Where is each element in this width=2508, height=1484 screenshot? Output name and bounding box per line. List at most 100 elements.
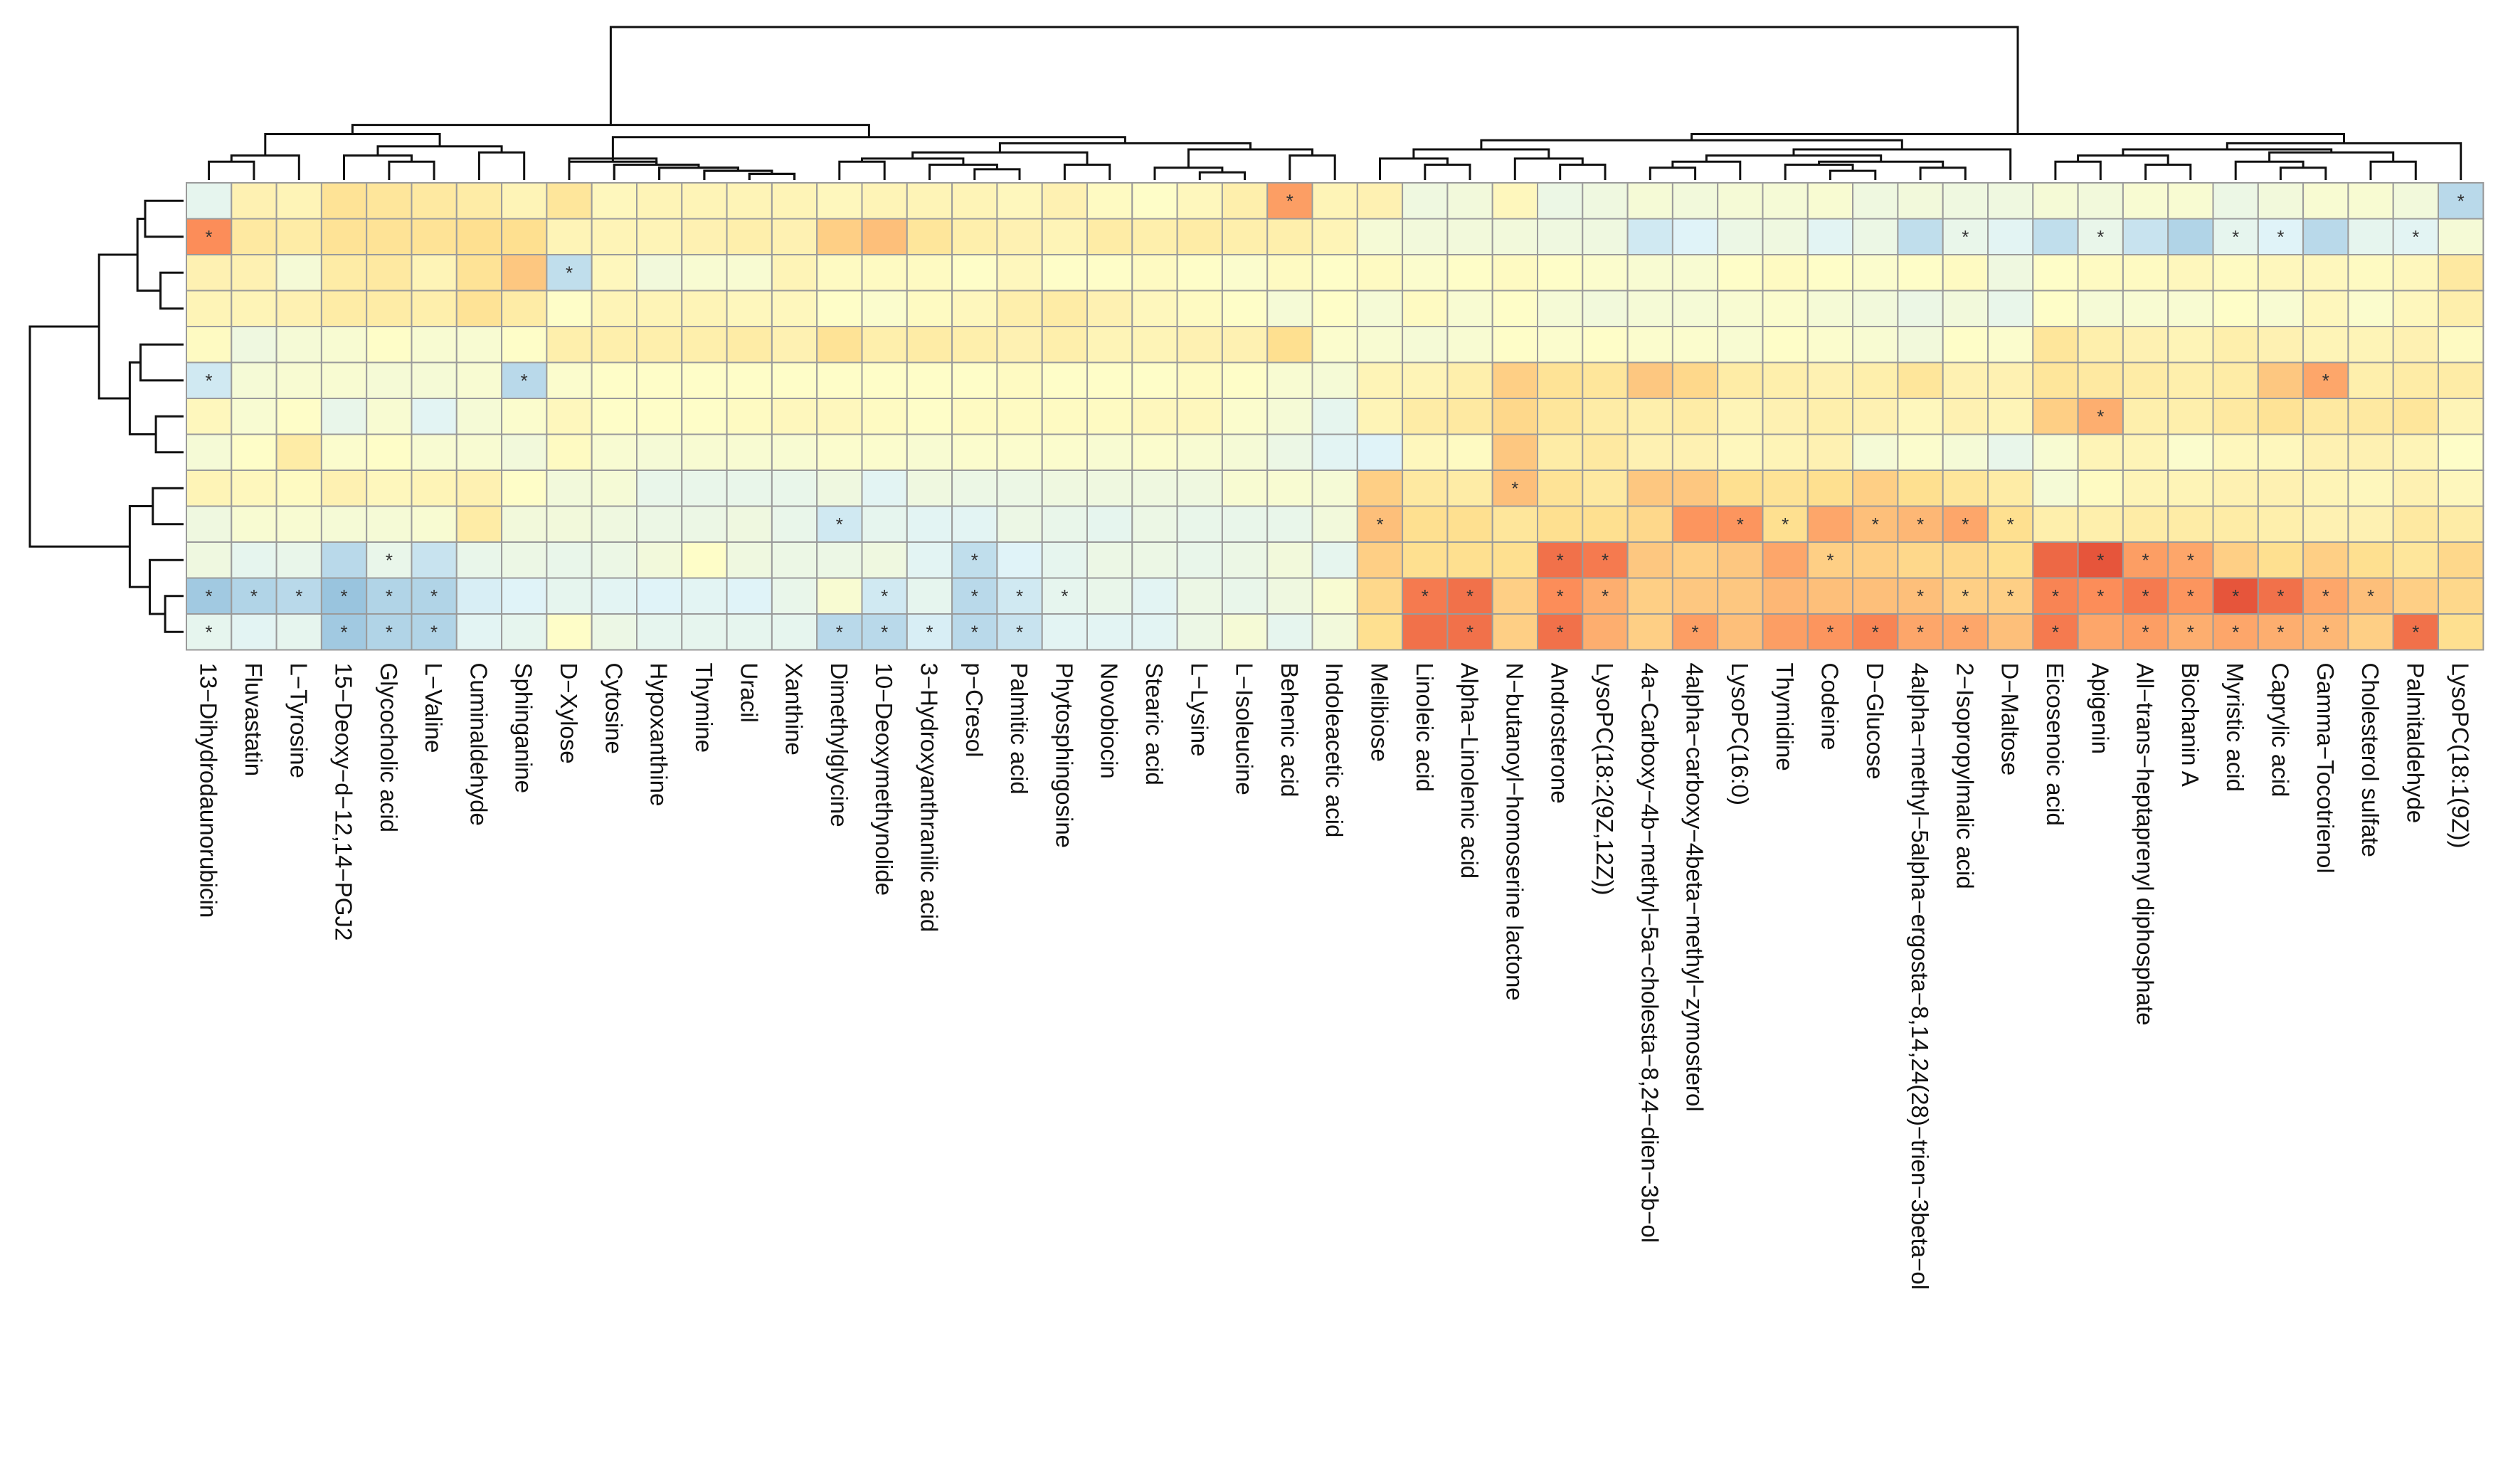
heatmap-cell <box>186 254 233 292</box>
dendrogram-branch <box>477 151 526 180</box>
column-label: Behenic acid <box>1276 663 1303 797</box>
heatmap-cell <box>1582 254 1629 292</box>
heatmap-cell <box>906 505 953 543</box>
significance-mark: * <box>926 621 933 642</box>
heatmap-cell <box>2212 470 2259 507</box>
dendrogram-branch <box>208 160 255 180</box>
heatmap-cell <box>2032 326 2079 364</box>
heatmap-cell <box>1266 254 1313 292</box>
heatmap-cell <box>996 254 1043 292</box>
heatmap-cell <box>906 361 953 399</box>
heatmap-cell <box>951 290 998 327</box>
heatmap-cell <box>366 505 413 543</box>
heatmap-cell <box>1897 218 1944 255</box>
heatmap-cell <box>1131 577 1178 615</box>
row-dendrogram <box>28 199 184 633</box>
heatmap-cell <box>1176 182 1223 220</box>
heatmap-cell <box>320 470 368 507</box>
heatmap-cell <box>1221 613 1269 651</box>
significance-mark: * <box>2097 549 2104 571</box>
heatmap-cell <box>2122 541 2169 579</box>
heatmap-cell <box>2438 218 2485 255</box>
heatmap-cell <box>636 433 683 471</box>
heatmap-cell <box>636 361 683 399</box>
heatmap-cell <box>636 470 683 507</box>
heatmap-cell <box>1717 218 1764 255</box>
heatmap-cell <box>546 613 593 651</box>
heatmap-cell <box>681 505 728 543</box>
heatmap-cell <box>636 254 683 292</box>
significance-mark: * <box>1602 585 1609 607</box>
heatmap-cell <box>2347 326 2394 364</box>
heatmap-cell <box>1626 433 1673 471</box>
heatmap-cell <box>726 577 773 615</box>
heatmap-cell <box>455 218 503 255</box>
heatmap-cell <box>591 254 638 292</box>
significance-mark: * <box>2187 621 2194 642</box>
heatmap-cell <box>1131 290 1178 327</box>
column-label: Palmitaldehyde <box>2402 663 2428 824</box>
heatmap-cell <box>771 470 818 507</box>
heatmap-cell <box>1086 398 1133 435</box>
heatmap-cell <box>1671 470 1719 507</box>
heatmap-cell <box>2122 433 2169 471</box>
heatmap-cell <box>951 470 998 507</box>
heatmap-cell <box>1356 433 1404 471</box>
heatmap-cell <box>1311 182 1358 220</box>
heatmap-cell <box>1987 254 2034 292</box>
heatmap-cell <box>1446 326 1493 364</box>
heatmap-cell <box>2392 290 2439 327</box>
heatmap-cell <box>1266 613 1313 651</box>
heatmap-cell <box>816 254 863 292</box>
heatmap-cell <box>2077 577 2124 615</box>
heatmap-cell <box>1897 613 1944 651</box>
heatmap-cell <box>1176 326 1223 364</box>
heatmap-cell <box>1266 398 1313 435</box>
heatmap-cell <box>591 541 638 579</box>
heatmap-cell <box>771 182 818 220</box>
significance-mark: * <box>1557 585 1564 607</box>
heatmap-cell <box>726 290 773 327</box>
heatmap-cell <box>906 218 953 255</box>
heatmap-cell <box>1537 218 1584 255</box>
significance-mark: * <box>1962 514 1969 535</box>
heatmap-cell <box>455 577 503 615</box>
heatmap-cell <box>546 577 593 615</box>
heatmap-cell <box>546 470 593 507</box>
heatmap-cell <box>1762 433 1809 471</box>
dendrogram-branch <box>159 271 184 310</box>
heatmap-cell <box>1491 398 1538 435</box>
heatmap-cell <box>2302 218 2349 255</box>
heatmap-cell <box>411 505 457 543</box>
heatmap-cell <box>1491 505 1538 543</box>
heatmap-cell <box>1446 470 1493 507</box>
heatmap-cell <box>2212 182 2259 220</box>
column-label: Thymine <box>691 663 717 753</box>
dendrogram-branch <box>1919 166 1967 180</box>
heatmap-cell <box>1356 577 1404 615</box>
heatmap-cell <box>1762 254 1809 292</box>
significance-mark: * <box>1962 226 1969 248</box>
heatmap-cell <box>2032 361 2079 399</box>
heatmap-cell <box>2167 433 2214 471</box>
heatmap-cell <box>1402 505 1449 543</box>
heatmap-cell <box>1221 433 1269 471</box>
heatmap-cell <box>861 254 908 292</box>
heatmap-cell <box>1717 361 1764 399</box>
heatmap-cell <box>275 613 322 651</box>
dendrogram-branch <box>1829 169 1877 180</box>
heatmap-cell <box>2392 398 2439 435</box>
significance-mark: * <box>2322 370 2329 391</box>
significance-mark: * <box>1511 477 1518 499</box>
heatmap-cell <box>636 505 683 543</box>
heatmap-cell <box>1942 613 1989 651</box>
significance-mark: * <box>1376 514 1383 535</box>
heatmap-cell <box>816 361 863 399</box>
heatmap-cell <box>2347 505 2394 543</box>
heatmap-cell <box>1131 433 1178 471</box>
column-label: L−Isoleucine <box>1232 663 1258 795</box>
heatmap-cell <box>275 182 322 220</box>
heatmap-cell <box>2077 290 2124 327</box>
heatmap-cell <box>455 470 503 507</box>
